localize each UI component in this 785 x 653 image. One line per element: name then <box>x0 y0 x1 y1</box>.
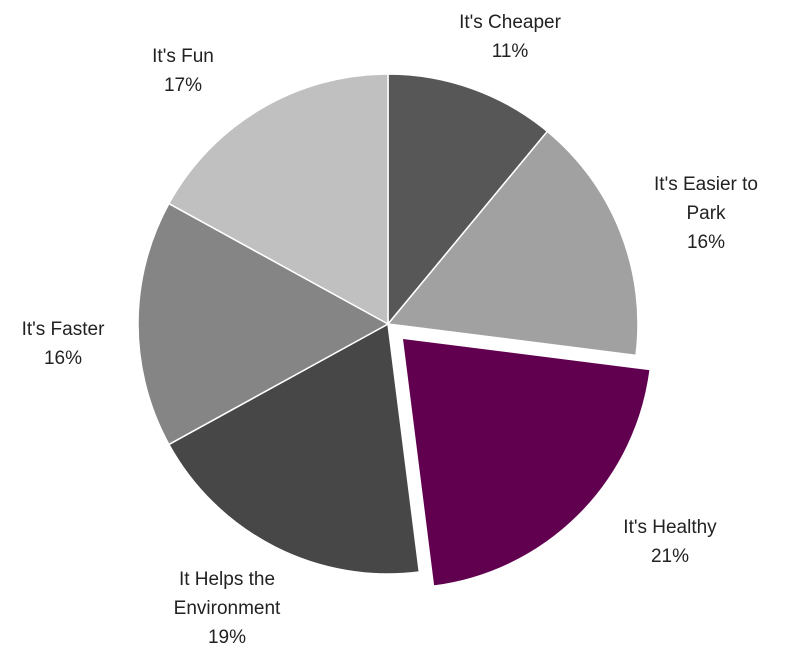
slice-value-label: 17% <box>164 75 202 96</box>
pie-slice-5 <box>167 73 389 326</box>
slice-value-label: 11% <box>492 41 529 62</box>
pie-labels: It's Cheaper 11%It's Easier to Park 16%It's… <box>22 12 758 648</box>
pie-slice-4 <box>137 202 390 446</box>
slice-label-text: It's Easier to <box>654 174 758 195</box>
slice-value-label: 19% <box>208 627 246 648</box>
slice-label-text: It's Healthy <box>623 517 717 538</box>
slice-label-text: Park <box>686 203 726 224</box>
slice-value-label: 16% <box>687 232 725 253</box>
pie-slice-0 <box>387 73 549 327</box>
slice-value-label: 16% <box>44 348 82 369</box>
slice-label-text: It Helps the <box>179 569 275 590</box>
slice-label-4: It's Faster 16% <box>22 319 105 369</box>
pie-slice-1 <box>386 130 639 357</box>
slice-label-3: It Helps the Environment 19% <box>174 569 281 648</box>
slice-label-text: It's Faster <box>22 319 105 340</box>
slice-label-2: It's Healthy 21% <box>623 517 717 567</box>
slice-value-label: 21% <box>651 546 689 567</box>
slice-label-0: It's Cheaper 11% <box>459 12 562 62</box>
slice-label-1: It's Easier to Park 16% <box>654 174 758 253</box>
slice-label-text: It's Fun <box>152 46 214 67</box>
pie-slice-3 <box>167 322 421 575</box>
pie-slices <box>137 73 652 588</box>
slice-label-text: Environment <box>174 598 281 619</box>
slice-label-text: It's Cheaper <box>459 12 562 33</box>
pie-slice-2 <box>401 337 652 588</box>
slice-label-5: It's Fun 17% <box>152 46 214 96</box>
